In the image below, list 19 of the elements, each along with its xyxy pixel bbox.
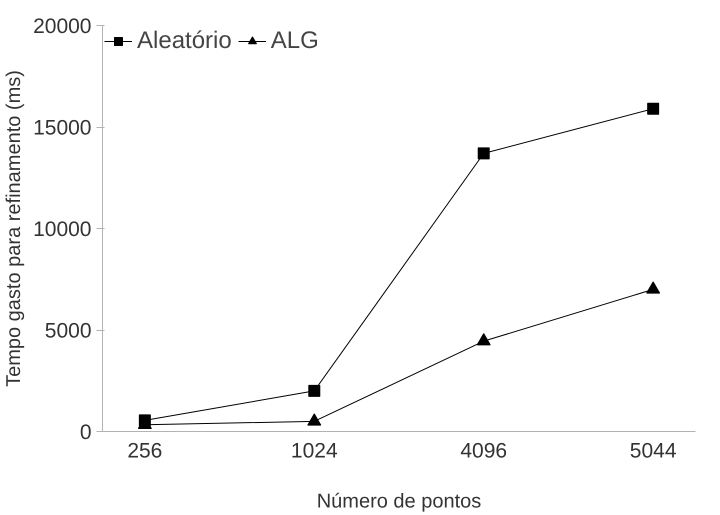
point	[307, 413, 322, 426]
x-tick-label: 256	[127, 440, 162, 462]
point	[476, 333, 491, 346]
legend-label: Aleatório	[137, 27, 232, 55]
y-axis-title: Tempo gasto para refinamento (ms)	[3, 70, 26, 387]
point	[647, 102, 660, 115]
y-tick-label: 15000	[33, 116, 92, 140]
point	[646, 281, 660, 294]
y-tick-label: 5000	[44, 320, 92, 342]
point	[478, 147, 490, 160]
x-tick-label: 4096	[460, 440, 508, 462]
y-tick-label: 20000	[33, 15, 92, 38]
point	[308, 384, 320, 397]
x-axis-title: Número de pontos	[316, 490, 482, 512]
x-tick-label: 5044	[630, 440, 677, 462]
legend-label: ALG	[270, 27, 319, 55]
y-tick-label: 0	[80, 421, 92, 444]
x-tick-label: 1024	[290, 440, 338, 462]
y-tick-label: 10000	[33, 218, 92, 241]
